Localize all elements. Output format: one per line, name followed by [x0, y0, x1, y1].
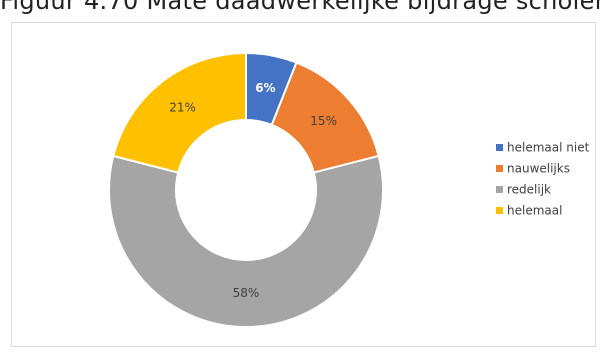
figure-caption: Figuur 4.70 Mate daadwerkelijke bijdrage… — [0, 0, 600, 15]
legend-label-helemaal: helemaal — [507, 204, 562, 218]
legend-label-nauwelijks: nauwelijks — [507, 162, 570, 176]
slice-redelijk — [108, 154, 384, 328]
donut-slices — [108, 51, 384, 328]
legend: helemaal niet nauwelijks redelijk helemaal — [496, 141, 590, 218]
legend-swatch-nauwelijks — [496, 165, 503, 172]
legend-swatch-helemaal-niet — [496, 144, 503, 151]
slice-labels: 6% 15% 58% 21% — [169, 81, 337, 300]
data-label-helemaal-niet: 6% — [255, 81, 275, 95]
data-label-helemaal: 21% — [169, 101, 196, 115]
legend-label-helemaal-niet: helemaal niet — [507, 141, 590, 155]
slice-helemaal — [112, 51, 247, 174]
legend-label-redelijk: redelijk — [507, 183, 551, 197]
legend-swatch-redelijk — [496, 186, 503, 193]
legend-swatch-helemaal — [496, 207, 503, 214]
data-label-nauwelijks: 15% — [310, 114, 337, 128]
data-label-redelijk: 58% — [233, 286, 260, 300]
